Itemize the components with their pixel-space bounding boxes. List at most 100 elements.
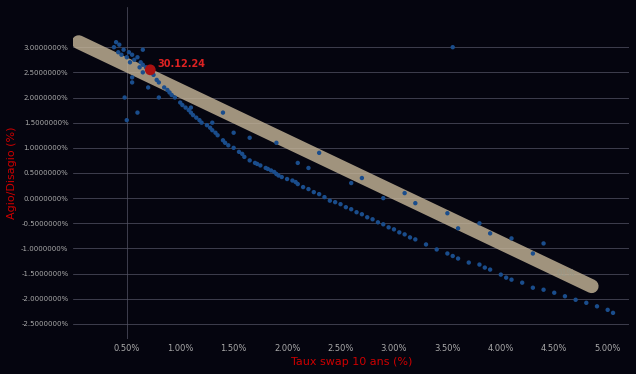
Point — [464, 260, 474, 266]
Point — [154, 79, 164, 85]
Point — [357, 175, 367, 181]
Point — [474, 261, 485, 267]
Point — [314, 191, 324, 197]
Point — [303, 165, 314, 171]
Point — [143, 67, 153, 73]
Point — [506, 277, 516, 283]
Point — [608, 310, 618, 316]
Point — [120, 95, 130, 101]
Point — [298, 184, 308, 190]
Point — [303, 186, 314, 192]
Point — [124, 49, 134, 55]
Point — [263, 166, 273, 172]
Point — [389, 226, 399, 232]
Point — [261, 165, 271, 171]
Point — [272, 171, 282, 177]
Point — [121, 54, 132, 60]
Point — [293, 181, 303, 187]
Point — [474, 220, 485, 226]
Point — [151, 77, 162, 83]
Point — [384, 224, 394, 230]
Point — [287, 178, 298, 184]
Point — [602, 307, 612, 313]
Point — [145, 69, 155, 75]
Point — [448, 253, 458, 259]
Point — [223, 142, 233, 148]
Point — [293, 160, 303, 166]
Point — [581, 300, 591, 306]
Point — [237, 151, 247, 157]
Point — [325, 198, 335, 204]
Point — [181, 105, 191, 111]
Point — [207, 127, 218, 133]
Point — [539, 287, 549, 293]
Point — [308, 189, 319, 195]
Point — [167, 92, 177, 98]
Point — [138, 47, 148, 53]
Point — [453, 226, 463, 232]
Point — [410, 236, 420, 242]
Point — [517, 280, 527, 286]
Point — [177, 102, 188, 108]
Point — [528, 251, 538, 257]
Point — [506, 235, 516, 241]
Point — [109, 44, 119, 50]
Point — [143, 85, 153, 91]
Point — [485, 267, 495, 273]
Point — [245, 157, 255, 163]
Point — [291, 179, 301, 185]
Point — [378, 195, 389, 201]
Text: 01%: 01% — [556, 269, 575, 278]
Point — [282, 176, 292, 182]
Point — [146, 64, 156, 70]
Point — [269, 169, 279, 175]
Point — [159, 85, 169, 91]
Text: 30.12.24: 30.12.24 — [158, 59, 206, 69]
Point — [239, 154, 249, 160]
Point — [145, 67, 155, 73]
Point — [266, 168, 276, 174]
Point — [125, 59, 135, 65]
Point — [330, 199, 340, 205]
Point — [141, 64, 151, 70]
Point — [255, 162, 265, 168]
Point — [346, 206, 356, 212]
Point — [394, 229, 404, 235]
Point — [250, 160, 260, 166]
Point — [197, 120, 207, 126]
Point — [368, 216, 378, 222]
Point — [175, 99, 185, 105]
Point — [357, 211, 367, 217]
Point — [528, 285, 538, 291]
Point — [252, 161, 262, 167]
Point — [212, 132, 223, 138]
Point — [314, 150, 324, 156]
Point — [335, 201, 345, 207]
Point — [453, 255, 463, 261]
Point — [480, 264, 490, 270]
Point — [319, 194, 329, 200]
Point — [234, 149, 244, 155]
Point — [352, 209, 362, 215]
Point — [154, 95, 164, 101]
Point — [228, 130, 238, 136]
Point — [448, 44, 458, 50]
Point — [113, 49, 123, 55]
Point — [399, 232, 410, 237]
Point — [165, 89, 175, 95]
Point — [273, 172, 284, 178]
Point — [432, 246, 442, 252]
Point — [132, 54, 142, 60]
Point — [570, 297, 581, 303]
Point — [373, 219, 383, 225]
Point — [228, 145, 238, 151]
Point — [218, 110, 228, 116]
Point — [191, 115, 202, 121]
Point — [442, 210, 452, 216]
X-axis label: Taux swap 10 ans (%): Taux swap 10 ans (%) — [291, 357, 412, 367]
Point — [399, 190, 410, 196]
Point — [272, 140, 282, 146]
Point — [341, 204, 351, 210]
Point — [405, 234, 415, 240]
Point — [207, 120, 218, 126]
